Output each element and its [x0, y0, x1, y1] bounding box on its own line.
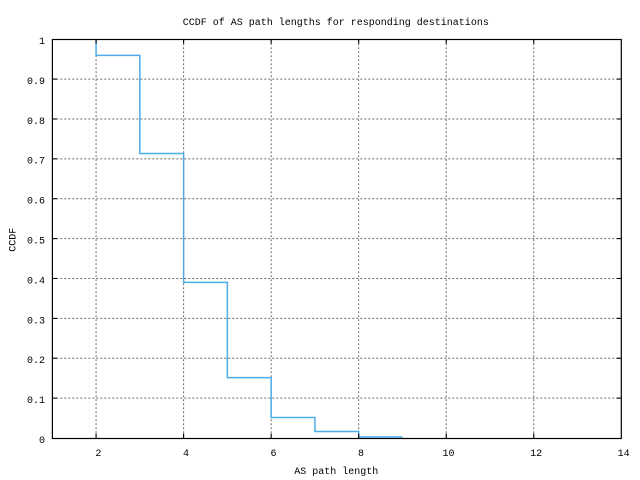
svg-text:8: 8: [358, 449, 364, 460]
svg-text:4: 4: [183, 449, 189, 460]
svg-text:0.7: 0.7: [27, 157, 45, 168]
svg-text:0: 0: [39, 436, 45, 447]
svg-text:12: 12: [530, 449, 542, 460]
svg-text:0.9: 0.9: [27, 77, 45, 88]
svg-text:2: 2: [95, 449, 101, 460]
svg-text:0.5: 0.5: [27, 237, 45, 248]
svg-text:0.4: 0.4: [27, 276, 45, 287]
svg-text:1: 1: [39, 37, 45, 48]
svg-text:0.3: 0.3: [27, 316, 45, 327]
svg-text:0.2: 0.2: [27, 356, 45, 367]
svg-text:CCDF of AS path lengths for re: CCDF of AS path lengths for responding d…: [183, 17, 489, 29]
svg-text:14: 14: [618, 449, 630, 460]
svg-text:0.8: 0.8: [27, 117, 45, 128]
svg-text:AS path length: AS path length: [294, 466, 378, 478]
svg-text:CCDF: CCDF: [9, 228, 20, 252]
svg-text:6: 6: [270, 449, 276, 460]
svg-text:0.1: 0.1: [27, 396, 45, 407]
svg-text:0.6: 0.6: [27, 197, 45, 208]
svg-text:10: 10: [443, 449, 455, 460]
